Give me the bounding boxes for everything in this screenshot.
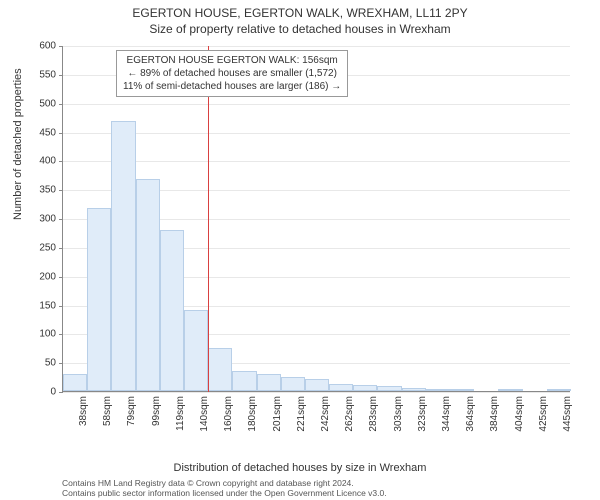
- footer-line1: Contains HM Land Registry data © Crown c…: [62, 478, 387, 488]
- marker-line: [208, 46, 209, 392]
- gridline: [63, 104, 570, 105]
- y-tick: [59, 306, 63, 307]
- annotation-line2: ← 89% of detached houses are smaller (1,…: [123, 67, 341, 80]
- x-tick-label: 344sqm: [441, 396, 452, 432]
- x-tick-label: 242sqm: [320, 396, 331, 432]
- histogram-bar: [329, 384, 353, 391]
- x-tick-label: 404sqm: [514, 396, 525, 432]
- histogram-bar: [377, 386, 401, 391]
- y-axis-label: Number of detached properties: [12, 68, 24, 220]
- page-subtitle: Size of property relative to detached ho…: [0, 20, 600, 40]
- plot-area: [62, 46, 570, 392]
- y-tick: [59, 219, 63, 220]
- x-tick-label: 180sqm: [247, 396, 258, 432]
- y-tick: [59, 248, 63, 249]
- histogram-bar: [498, 389, 522, 391]
- gridline: [63, 161, 570, 162]
- x-tick-label: 38sqm: [78, 396, 89, 426]
- histogram-bar: [63, 374, 87, 391]
- x-tick-label: 364sqm: [465, 396, 476, 432]
- x-tick-label: 99sqm: [151, 396, 162, 426]
- y-tick-label: 600: [39, 41, 56, 52]
- footer: Contains HM Land Registry data © Crown c…: [62, 478, 387, 498]
- y-tick: [59, 334, 63, 335]
- x-tick-label: 425sqm: [538, 396, 549, 432]
- histogram-bar: [353, 385, 377, 391]
- x-axis-label: Distribution of detached houses by size …: [0, 462, 600, 474]
- chart-container: 38sqm58sqm79sqm99sqm119sqm140sqm160sqm18…: [62, 46, 570, 422]
- page-title: EGERTON HOUSE, EGERTON WALK, WREXHAM, LL…: [0, 0, 600, 20]
- histogram-bar: [232, 371, 256, 391]
- y-tick-label: 450: [39, 127, 56, 138]
- y-tick: [59, 392, 63, 393]
- y-tick: [59, 75, 63, 76]
- x-tick-label: 445sqm: [562, 396, 573, 432]
- histogram-bar: [257, 374, 281, 391]
- gridline: [63, 133, 570, 134]
- y-tick: [59, 46, 63, 47]
- x-tick-label: 303sqm: [393, 396, 404, 432]
- x-tick-label: 58sqm: [102, 396, 113, 426]
- y-tick-label: 300: [39, 214, 56, 225]
- x-tick-label: 160sqm: [223, 396, 234, 432]
- x-tick-label: 79sqm: [126, 396, 137, 426]
- histogram-bar: [136, 179, 160, 391]
- histogram-bar: [111, 121, 135, 391]
- gridline: [63, 46, 570, 47]
- y-tick: [59, 363, 63, 364]
- histogram-bar: [281, 377, 305, 391]
- x-tick-label: 384sqm: [489, 396, 500, 432]
- annotation-line3: 11% of semi-detached houses are larger (…: [123, 80, 341, 93]
- histogram-bar: [208, 348, 232, 391]
- y-tick: [59, 161, 63, 162]
- y-tick-label: 500: [39, 98, 56, 109]
- y-tick-label: 400: [39, 156, 56, 167]
- gridline: [63, 392, 570, 393]
- y-tick-label: 150: [39, 300, 56, 311]
- y-tick-label: 200: [39, 271, 56, 282]
- footer-line2: Contains public sector information licen…: [62, 488, 387, 498]
- y-tick-label: 550: [39, 69, 56, 80]
- histogram-bar: [426, 389, 450, 391]
- y-tick-label: 0: [50, 387, 56, 398]
- x-tick-label: 283sqm: [368, 396, 379, 432]
- histogram-bar: [87, 208, 111, 391]
- y-tick: [59, 104, 63, 105]
- y-tick-label: 350: [39, 185, 56, 196]
- histogram-bar: [160, 230, 184, 391]
- annotation-box: EGERTON HOUSE EGERTON WALK: 156sqm ← 89%…: [116, 50, 348, 97]
- y-tick-label: 50: [45, 358, 56, 369]
- x-tick-label: 221sqm: [296, 396, 307, 432]
- x-tick-label: 140sqm: [199, 396, 210, 432]
- histogram-bar: [305, 379, 329, 391]
- x-tick-label: 201sqm: [272, 396, 283, 432]
- histogram-bar: [184, 310, 208, 391]
- annotation-line1: EGERTON HOUSE EGERTON WALK: 156sqm: [123, 54, 341, 67]
- y-tick-label: 250: [39, 242, 56, 253]
- histogram-bar: [402, 388, 426, 391]
- y-tick: [59, 277, 63, 278]
- x-tick-label: 262sqm: [344, 396, 355, 432]
- histogram-bar: [450, 389, 474, 391]
- x-tick-label: 119sqm: [175, 396, 186, 431]
- histogram-bar: [547, 389, 571, 391]
- y-tick: [59, 133, 63, 134]
- y-tick: [59, 190, 63, 191]
- y-tick-label: 100: [39, 329, 56, 340]
- x-tick-label: 323sqm: [417, 396, 428, 432]
